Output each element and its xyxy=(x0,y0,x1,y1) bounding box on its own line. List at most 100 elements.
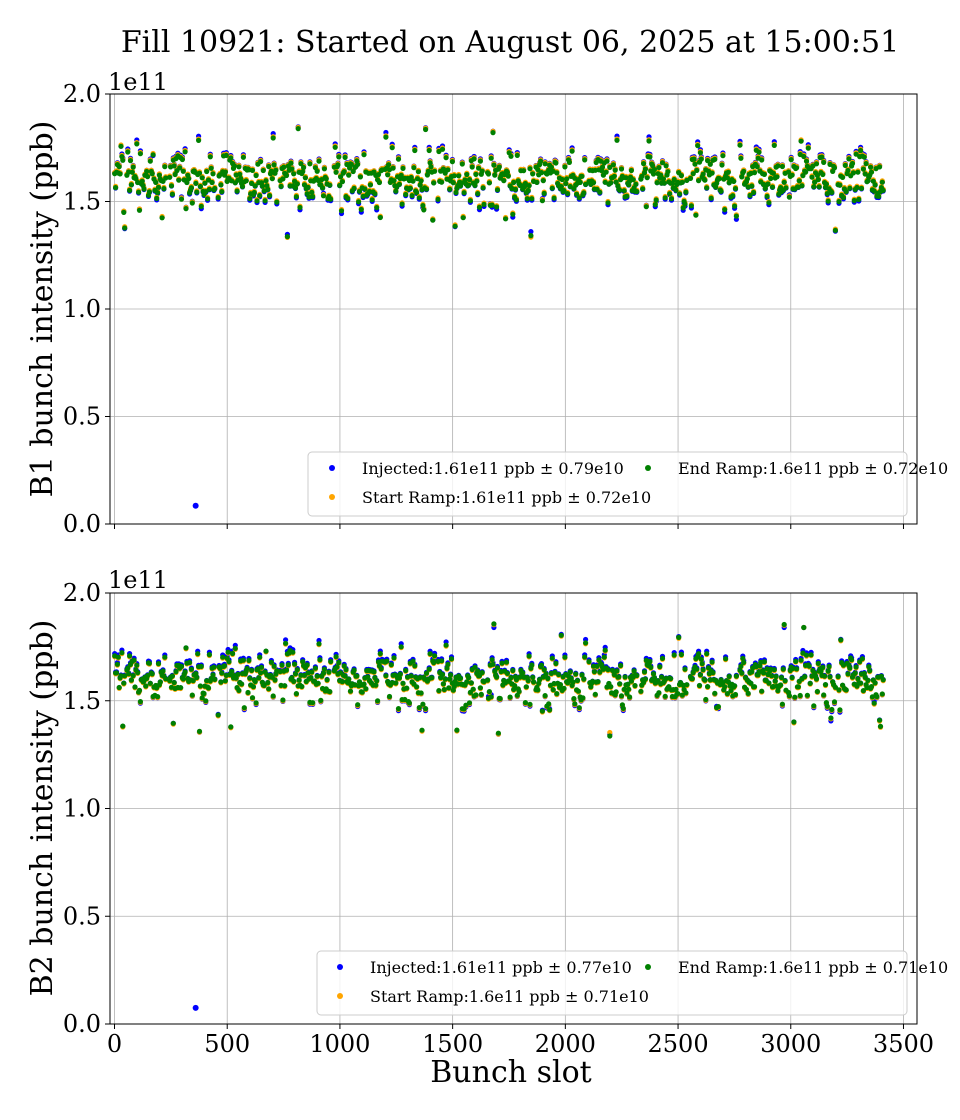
b1-point-end_ramp-400 xyxy=(492,172,498,178)
b1-point-end_ramp-754 xyxy=(825,198,831,204)
b1-point-end_ramp-91 xyxy=(198,203,204,209)
b1-point-end_ramp-570 xyxy=(652,202,658,208)
b1-point-end_ramp-287 xyxy=(385,172,391,178)
b2-point-end_ramp-498 xyxy=(582,654,588,660)
b1-point-end_ramp-154 xyxy=(258,159,264,165)
b1-point-end_ramp-222 xyxy=(321,166,327,172)
b2-point-end_ramp-540 xyxy=(622,674,628,680)
b1-point-end_ramp-204 xyxy=(305,184,311,190)
b1-point-end_ramp-228 xyxy=(327,182,333,188)
b1-point-end_ramp-586 xyxy=(667,191,673,197)
b2-point-end_ramp-463 xyxy=(550,687,556,693)
b2-point-end_ramp-243 xyxy=(343,667,349,673)
b2-point-end_ramp-661 xyxy=(740,655,746,661)
b1-point-end_ramp-382 xyxy=(473,171,479,177)
b1-point-end_ramp-524 xyxy=(608,180,614,186)
b1-point-end_ramp-198 xyxy=(300,169,306,175)
b1-point-end_ramp-788 xyxy=(858,147,864,154)
b2-point-end_ramp-80 xyxy=(188,666,194,672)
b2-point-end_ramp-319 xyxy=(414,684,420,690)
b2-point-end_ramp-255 xyxy=(354,673,360,679)
b1-point-end_ramp-729 xyxy=(803,169,809,175)
b1-point-end_ramp-387 xyxy=(477,158,483,164)
b1-point-end_ramp-10 xyxy=(121,209,127,215)
b1-point-end_ramp-440 xyxy=(528,233,534,239)
b2-x-tick-label-3500: 3500 xyxy=(873,1030,934,1058)
b1-point-end_ramp-748 xyxy=(820,171,826,178)
b1-point-end_ramp-7 xyxy=(118,143,124,149)
b2-point-end_ramp-256 xyxy=(355,702,361,708)
b2-point-end_ramp-637 xyxy=(715,704,722,710)
b1-point-end_ramp-70 xyxy=(179,156,185,163)
b2-point-end_ramp-47 xyxy=(155,661,162,667)
b1-point-end_ramp-58 xyxy=(168,183,175,189)
b1-point-end_ramp-44 xyxy=(153,179,159,185)
b1-point-end_ramp-758 xyxy=(829,189,835,195)
b2-point-end_ramp-437 xyxy=(525,678,531,684)
b1-point-end_ramp-418 xyxy=(508,153,514,159)
b2-point-end_ramp-499 xyxy=(583,640,589,646)
b1-point-end_ramp-335 xyxy=(428,164,434,170)
b2-point-end_ramp-286 xyxy=(384,658,390,664)
b1-point-end_ramp-641 xyxy=(719,162,725,168)
b1-point-end_ramp-193 xyxy=(295,126,301,132)
b1-point-end_ramp-629 xyxy=(708,195,714,201)
b1-point-end_ramp-88 xyxy=(196,137,202,143)
b2-point-end_ramp-783 xyxy=(853,664,859,670)
b2-point-end_ramp-169 xyxy=(271,663,277,669)
b2-point-end_ramp-73 xyxy=(182,669,188,675)
b1-point-end_ramp-190 xyxy=(292,185,299,191)
b1-point-end_ramp-711 xyxy=(786,194,793,200)
b2-point-end_ramp-9 xyxy=(120,723,126,729)
b2-point-end_ramp-414 xyxy=(504,670,510,677)
b2-point-end_ramp-170 xyxy=(272,677,278,683)
b2-point-end_ramp-190 xyxy=(292,671,299,677)
b1-point-end_ramp-603 xyxy=(682,201,688,207)
b2-point-end_ramp-453 xyxy=(541,667,547,673)
b1-point-end_ramp-582 xyxy=(663,163,669,169)
b1-point-end_ramp-48 xyxy=(156,172,162,178)
b1-point-end_ramp-353 xyxy=(447,186,453,192)
b1-point-end_ramp-18 xyxy=(129,169,135,175)
b1-point-end_ramp-743 xyxy=(815,177,821,183)
b1-point-end_ramp-315 xyxy=(410,178,416,184)
b2-point-end_ramp-166 xyxy=(268,659,274,665)
b1-point-end_ramp-412 xyxy=(503,216,509,222)
b2-point-end_ramp-735 xyxy=(808,652,814,658)
b2-point-end_ramp-523 xyxy=(607,733,613,739)
b1-point-end_ramp-769 xyxy=(840,194,847,201)
b1-point-end_ramp-128 xyxy=(234,188,240,194)
b2-point-end_ramp-92 xyxy=(199,695,205,701)
b1-point-end_ramp-799 xyxy=(868,164,874,170)
b2-point-end_ramp-347 xyxy=(441,686,447,693)
b2-point-end_ramp-232 xyxy=(333,654,339,660)
b2-point-end_ramp-69 xyxy=(178,663,185,670)
b2-point-end_ramp-644 xyxy=(722,684,728,690)
b1-point-end_ramp-492 xyxy=(576,195,582,201)
b1-point-end_ramp-191 xyxy=(293,194,299,200)
b2-point-end_ramp-217 xyxy=(317,657,323,663)
b1-point-end_ramp-66 xyxy=(176,177,182,183)
b2-point-end_ramp-248 xyxy=(347,688,354,694)
b2-point-end_ramp-707 xyxy=(781,621,787,628)
b2-point-end_ramp-139 xyxy=(244,665,250,672)
b2-point-end_ramp-435 xyxy=(523,684,529,690)
b2-point-end_ramp-399 xyxy=(491,621,497,627)
b1-point-end_ramp-224 xyxy=(323,176,329,182)
b1-point-end_ramp-134 xyxy=(239,184,246,190)
b2-offset-text: 1e11 xyxy=(108,566,168,594)
b2-point-end_ramp-388 xyxy=(478,691,484,698)
b1-point-end_ramp-744 xyxy=(816,184,822,190)
b2-point-end_ramp-91 xyxy=(198,663,204,670)
b1-point-end_ramp-40 xyxy=(149,171,155,177)
b2-point-end_ramp-705 xyxy=(779,701,786,707)
b1-point-end_ramp-738 xyxy=(811,184,817,190)
b2-point-end_ramp-700 xyxy=(775,688,781,694)
b2-point-end_ramp-341 xyxy=(436,688,442,694)
b2-point-end_ramp-500 xyxy=(586,659,592,665)
b1-point-end_ramp-237 xyxy=(338,174,344,180)
b2-point-end_ramp-757 xyxy=(828,715,834,721)
b1-point-end_ramp-156 xyxy=(259,183,265,189)
b1-point-end_ramp-333 xyxy=(426,147,432,154)
b2-point-end_ramp-755 xyxy=(826,663,832,670)
